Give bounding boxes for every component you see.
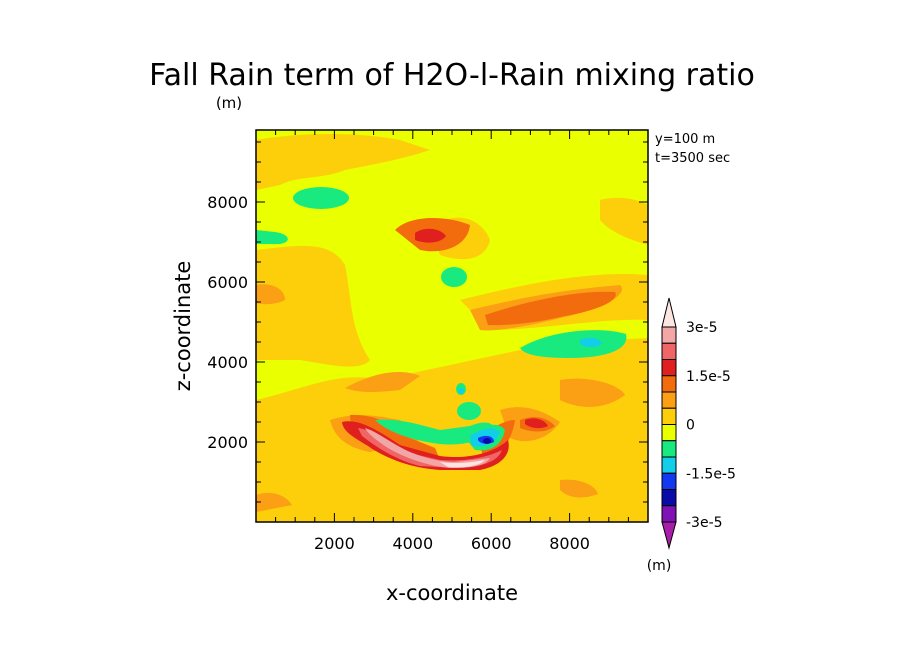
colorbar-cap-bottom	[661, 521, 677, 550]
y-tick-label: 6000	[207, 273, 248, 292]
colorbar-swatch	[661, 505, 677, 523]
colorbar-tick-label: -3e-5	[686, 515, 723, 531]
level-band-neg0.5e-5-neg1e-5	[256, 187, 627, 451]
x-tick-label: 8000	[549, 534, 590, 553]
colorbar	[661, 297, 677, 550]
x-tick-label: 2000	[314, 534, 355, 553]
y-axis-label: z-coordinate	[171, 261, 195, 392]
colorbar-swatch	[661, 326, 677, 344]
colorbar-swatch	[661, 359, 677, 377]
contour-field	[256, 130, 648, 522]
title-unit: (m)	[216, 94, 242, 112]
colorbar-swatch	[661, 424, 677, 442]
colorbar-cap-top	[661, 297, 677, 328]
level-band-2e-5-3e-5	[358, 428, 502, 468]
colorbar-swatch	[661, 472, 677, 490]
colorbar-swatch	[661, 375, 677, 393]
annotation-y: y=100 m	[655, 132, 715, 147]
annotation-time: t=3500 sec	[655, 151, 730, 166]
colorbar-swatch	[661, 489, 677, 507]
colorbar-tick-label: 0	[686, 418, 695, 434]
level-band-neg2e-5-neg2.5e-5	[483, 438, 491, 444]
level-band-1.5e-5-2e-5	[342, 228, 548, 470]
x-tick-label: 4000	[392, 534, 433, 553]
colorbar-swatch	[661, 391, 677, 409]
chart-title: Fall Rain term of H2O-l-Rain mixing rati…	[149, 58, 755, 93]
colorbar-swatch	[661, 342, 677, 360]
x-tick-label: 6000	[471, 534, 512, 553]
colorbar-swatch	[661, 407, 677, 425]
y-tick-label: 8000	[207, 193, 248, 212]
colorbar-swatch	[661, 440, 677, 458]
colorbar-tick-label: 3e-5	[686, 320, 717, 336]
colorbar-unit: (m)	[647, 558, 672, 574]
colorbar-tick-label: -1.5e-5	[686, 466, 736, 482]
y-tick-label: 2000	[207, 433, 248, 452]
y-tick-label: 4000	[207, 353, 248, 372]
y-axis-ticks	[256, 141, 648, 523]
x-axis-ticks	[255, 130, 649, 522]
x-axis-label: x-coordinate	[386, 581, 518, 605]
colorbar-swatch	[661, 456, 677, 474]
colorbar-tick-label: 1.5e-5	[686, 369, 731, 385]
